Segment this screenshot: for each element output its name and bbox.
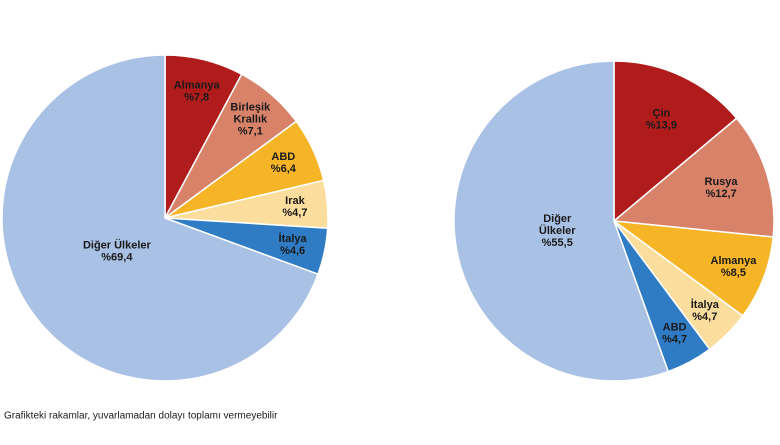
slice-label: Rusya: [705, 176, 739, 188]
value-label: %4,6: [280, 245, 305, 257]
pie-slice: [613, 60, 738, 223]
value-label: %7,1: [238, 125, 263, 137]
slice-label: ABD: [663, 322, 687, 334]
slice-label: Almanya: [711, 255, 758, 267]
slice-label: Diğer Ülkeler: [83, 238, 152, 251]
footnote: Grafikteki rakamlar, yuvarlamadan dolayı…: [4, 411, 278, 422]
value-label: %4,7: [662, 334, 687, 346]
slice-label: Birleşik Krallık: [230, 101, 271, 125]
value-label: %13,9: [646, 119, 677, 131]
slice-label: Irak: [285, 195, 305, 207]
slice-label: Almanya: [174, 79, 221, 91]
pie-slice: [611, 219, 775, 317]
slice-label: ABD: [271, 151, 295, 163]
value-label: %69,4: [101, 251, 133, 263]
value-label: %6,4: [271, 163, 297, 175]
slice-label: İtalya: [279, 232, 308, 245]
pie-slice: [453, 60, 670, 382]
value-label: %4,7: [692, 311, 717, 323]
value-label: %12,7: [705, 188, 736, 200]
value-label: %55,5: [542, 237, 573, 249]
slice-label: Çin: [653, 107, 671, 119]
value-label: %7,8: [184, 91, 209, 103]
value-label: %4,7: [282, 207, 307, 219]
pie-slice: [1, 54, 319, 382]
value-label: %8,5: [721, 267, 746, 279]
slice-label: İtalya: [691, 298, 720, 311]
slice-label: Diğer Ülkeler: [539, 213, 576, 237]
pie-slice: [612, 117, 775, 238]
